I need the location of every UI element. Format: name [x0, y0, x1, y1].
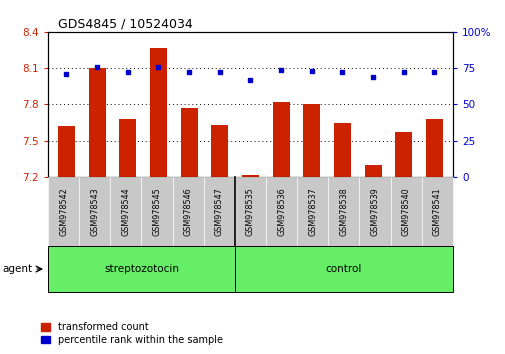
Bar	[303, 104, 320, 177]
Text: GSM978547: GSM978547	[215, 187, 223, 236]
Bar	[150, 47, 167, 177]
Bar	[272, 102, 289, 177]
Bar	[211, 125, 228, 177]
Text: GSM978540: GSM978540	[401, 187, 410, 236]
Bar	[364, 165, 381, 177]
Text: GSM978545: GSM978545	[152, 187, 161, 236]
Text: control: control	[325, 264, 362, 274]
Bar	[394, 132, 412, 177]
Bar	[88, 68, 106, 177]
Text: GSM978535: GSM978535	[245, 187, 255, 236]
Text: GSM978537: GSM978537	[308, 187, 317, 236]
Text: GSM978543: GSM978543	[90, 187, 99, 236]
Bar	[180, 108, 197, 177]
Text: GSM978541: GSM978541	[432, 187, 441, 236]
Text: GSM978544: GSM978544	[121, 187, 130, 236]
Text: GSM978539: GSM978539	[370, 187, 379, 236]
Text: GDS4845 / 10524034: GDS4845 / 10524034	[58, 17, 192, 30]
Bar	[333, 122, 350, 177]
Text: GSM978536: GSM978536	[277, 187, 285, 236]
Bar	[58, 126, 75, 177]
Bar	[119, 119, 136, 177]
Text: GSM978542: GSM978542	[59, 187, 68, 236]
Legend: transformed count, percentile rank within the sample: transformed count, percentile rank withi…	[40, 321, 223, 346]
Text: streptozotocin: streptozotocin	[104, 264, 179, 274]
Text: agent: agent	[3, 264, 33, 274]
Text: GSM978538: GSM978538	[339, 187, 348, 236]
Bar	[241, 175, 259, 177]
Text: GSM978546: GSM978546	[183, 187, 192, 236]
Bar	[425, 119, 442, 177]
